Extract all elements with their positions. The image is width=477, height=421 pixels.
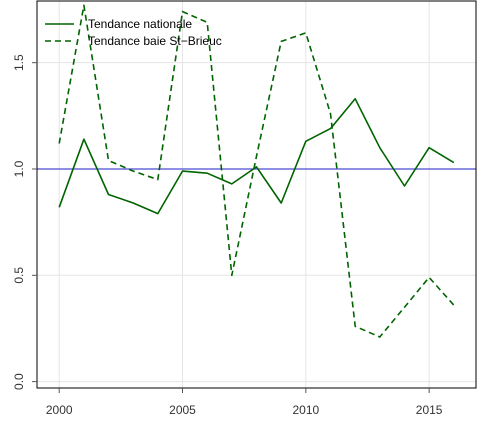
legend: Tendance nationale Tendance baie St−Brie… [45,17,222,48]
x-tick-label: 2010 [292,403,319,417]
plot-frame [36,0,477,389]
axes: 2000 2005 2010 2015 0.0 0.5 1.0 1.5 [12,54,443,417]
legend-label-tendance-baie: Tendance baie St−Brieuc [88,34,222,48]
series-line-1 [58,4,455,338]
x-tick-label: 2000 [46,403,73,417]
series-group [58,4,455,338]
y-tick-label: 0.0 [12,373,26,390]
x-tick-label: 2015 [416,403,443,417]
y-tick-label: 1.0 [12,160,26,177]
y-tick-label: 0.5 [12,267,26,284]
y-tick-label: 1.5 [12,54,26,71]
grid [37,1,476,388]
series-line-0 [58,98,455,215]
x-tick-label: 2005 [169,403,196,417]
legend-label-tendance-nationale: Tendance nationale [88,17,192,31]
